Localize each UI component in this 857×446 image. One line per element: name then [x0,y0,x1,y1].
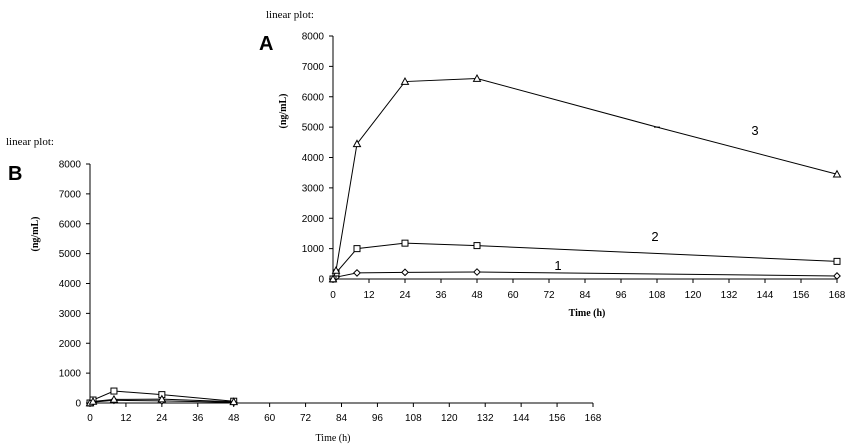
chart-a-ytick-label: 2000 [302,214,325,225]
chart-a-series-3-point [832,169,842,178]
chart-a-ytick-label: 7000 [302,62,325,73]
chart-b-xtick-label: 144 [513,413,530,424]
chart-b-series-2-point [110,387,118,395]
chart-a-xtick-label: 12 [363,290,375,301]
chart-a-xtick-label: 132 [721,290,738,301]
chart-b-ytick-label: 6000 [59,219,82,230]
chart-b-ytick-label: 2000 [59,339,82,350]
chart-a-xtick-label: 108 [649,290,666,301]
chart-a-xtick-label: 156 [793,290,810,301]
chart-a: linear plot: A (ng/mL) Time (h) 0 1000 200… [259,9,846,319]
chart-a-xtick-label: 48 [471,290,483,301]
chart-b-panel-letter: B [8,163,22,185]
chart-a-ytick-label: 8000 [302,32,325,43]
chart-b-xtick-label: 36 [192,413,204,424]
chart-b-series-3-point [109,394,119,403]
chart-b-xtick-label: 132 [477,413,494,424]
chart-b-ytick-label: 4000 [59,279,82,290]
chart-a-caption: linear plot: [266,9,314,21]
chart-b-xtick-label: 156 [549,413,566,424]
chart-b-series-group [85,387,239,407]
chart-b-axes [89,164,593,404]
chart-a-ytick-label: 6000 [302,92,325,103]
chart-b-xtick-label: 48 [228,413,240,424]
chart-b-xtick-label: 108 [405,413,422,424]
chart-a-ylabel: (ng/mL) [278,94,289,129]
chart-a-series-3-line [332,78,838,280]
chart-a-series-labels: 1 2 3 [554,123,758,273]
chart-a-series-1-point [353,269,361,277]
chart-a-xtick-label: 84 [579,290,591,301]
chart-a-series-3-point [400,77,410,85]
chart-b-xtick-label: 168 [585,413,602,424]
chart-b-xlabel: Time (h) [316,433,351,444]
chart-b-ylabel: (ng/mL) [30,217,41,252]
chart-a-series-3-point [328,274,338,283]
chart-b-xtick-label: 120 [441,413,458,424]
chart-b-xtick-label: 72 [300,413,312,424]
chart-a-series-2-point [833,257,841,265]
chart-b-ytick-label: 3000 [59,309,82,320]
chart-a-ytick-label: 3000 [302,183,325,194]
chart-b-ytick-label: 8000 [59,160,82,171]
chart-a-series-1-point [833,272,841,280]
chart-b-xtick-label: 96 [372,413,384,424]
chart-a-ytick-label: 1000 [302,244,325,255]
chart-a-ytick-label: 4000 [302,153,325,164]
chart-b-ytick-label: 1000 [59,369,82,380]
chart-a-series-3-label: 3 [751,123,758,138]
chart-b-caption: linear plot: [6,136,54,148]
chart-b-ytick-label: 0 [75,399,81,410]
chart-a-series-3-point [352,139,362,148]
chart-b-xtick-label: 24 [156,413,168,424]
chart-a-xtick-label: 60 [507,290,519,301]
chart-b-xtick-label: 12 [120,413,132,424]
chart-a-series-group [328,73,842,283]
chart-a-ytick-label: 0 [318,275,324,286]
chart-a-series-1-line [332,271,838,280]
chart-a-xtick-label: 36 [435,290,447,301]
chart-a-series-1-label: 1 [554,258,561,273]
chart-a-series-2-point [473,242,481,250]
chart-b: linear plot: B (ng/mL) Time (h) 01000200… [6,136,602,444]
chart-b-xtick-label: 60 [264,413,276,424]
chart-a-xtick-label: 168 [829,290,846,301]
chart-a-panel-letter: A [259,33,273,55]
chart-a-ytick-label: 5000 [302,123,325,134]
chart-b-series-3-point [229,397,239,406]
chart-b-xtick-label: 0 [87,413,93,424]
chart-a-xlabel: Time (h) [569,308,606,319]
chart-a-xtick-label: 144 [757,290,774,301]
chart-a-series-3-point [472,73,482,82]
chart-b-xtick-label: 84 [336,413,348,424]
chart-a-xtick-label: 72 [543,290,555,301]
chart-a-axes [332,36,837,280]
chart-a-series-1-point [401,268,409,277]
chart-a-series-2-label: 2 [651,229,658,244]
chart-a-xtick-label: 0 [330,290,336,301]
chart-b-series-3-point [157,394,167,403]
chart-b-ytick-label: 5000 [59,249,82,260]
chart-a-xtick-label: 24 [399,290,411,301]
chart-b-series-3-point [88,396,98,405]
chart-b-ytick-label: 7000 [59,189,82,200]
chart-a-series-2-point [401,239,409,247]
chart-a-series-1-point [473,268,481,276]
chart-a-series-2-point [353,245,361,253]
chart-a-series-3-point [331,265,341,274]
chart-a-xtick-label: 96 [615,290,627,301]
chart-a-xtick-label: 120 [685,290,702,301]
